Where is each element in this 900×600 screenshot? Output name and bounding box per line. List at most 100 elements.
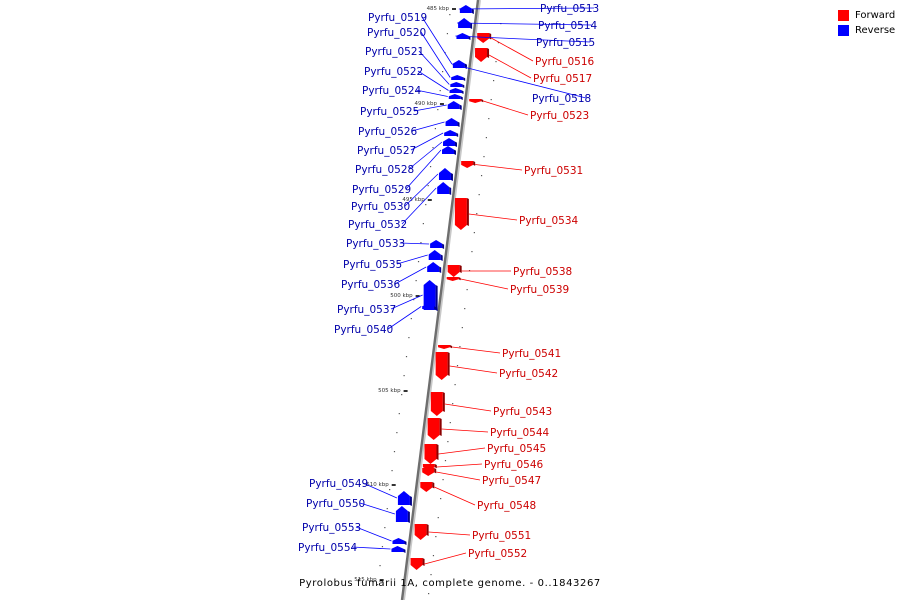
gene-label[interactable]: Pyrfu_0532 [348, 219, 407, 231]
gene-label[interactable]: Pyrfu_0519 [368, 12, 427, 24]
gene-pyrfu-0541[interactable] [438, 345, 451, 349]
gene-pyrfu-0550[interactable] [395, 506, 408, 522]
gene-shadow [458, 277, 461, 281]
gene-pyrfu-0526[interactable] [445, 118, 458, 126]
gene-shadow [455, 141, 458, 147]
gene-leader-line [420, 31, 451, 78]
gene-shadow [459, 104, 462, 110]
minor-tick [432, 555, 435, 557]
gene-pyrfu-0539[interactable] [446, 277, 459, 281]
gene-pyrfu-0545[interactable] [424, 444, 437, 464]
gene-pyrfu-0529[interactable] [442, 146, 454, 154]
gene-pyrfu-0519[interactable] [452, 60, 465, 68]
gene-label[interactable]: Pyrfu_0517 [533, 73, 592, 85]
gene-shadow [487, 48, 490, 58]
gene-pyrfu-0522[interactable] [449, 88, 462, 93]
gene-pyrfu-0530[interactable] [438, 168, 451, 180]
gene-label[interactable]: Pyrfu_0528 [355, 164, 414, 176]
gene-pyrfu-0551[interactable] [414, 524, 427, 540]
gene-label[interactable]: Pyrfu_0549 [309, 478, 368, 490]
gene-pyrfu-0531[interactable] [461, 161, 474, 168]
gene-pyrfu-0527[interactable] [444, 130, 457, 136]
gene-pyrfu-0544[interactable] [427, 418, 440, 440]
gene-pyrfu-0554[interactable] [391, 546, 404, 552]
gene-pyrfu-0543[interactable] [430, 392, 443, 416]
legend-swatch-forward [838, 10, 849, 21]
gene-label[interactable]: Pyrfu_0520 [367, 27, 426, 39]
gene-label[interactable]: Pyrfu_0546 [484, 459, 544, 471]
gene-label[interactable]: Pyrfu_0547 [482, 475, 541, 487]
minor-tick [405, 356, 408, 358]
minor-tick [410, 318, 412, 320]
minor-tick [478, 194, 480, 196]
gene-leader-line [396, 254, 428, 265]
gene-pyrfu-0532[interactable] [437, 182, 450, 194]
gene-label[interactable]: Pyrfu_0537 [337, 304, 396, 316]
gene-label[interactable]: Pyrfu_0529 [352, 184, 411, 196]
gene-label[interactable]: Pyrfu_0535 [343, 259, 402, 271]
gene-label[interactable]: Pyrfu_0513 [540, 3, 599, 15]
minor-tick [456, 365, 459, 367]
minor-tick [381, 546, 384, 548]
gene-pyrfu-0516[interactable] [477, 33, 490, 43]
gene-leader-line [359, 502, 396, 515]
gene-pyrfu-0534[interactable] [454, 198, 467, 230]
gene-label[interactable]: Pyrfu_0539 [510, 284, 569, 296]
gene-label[interactable]: Pyrfu_0544 [490, 427, 550, 439]
gene-label[interactable]: Pyrfu_0523 [530, 110, 589, 122]
gene-pyrfu-0521[interactable] [450, 82, 463, 87]
gene-pyrfu-0552[interactable] [410, 558, 423, 570]
legend-item-reverse: Reverse [838, 23, 895, 38]
gene-label[interactable]: Pyrfu_0536 [341, 279, 401, 291]
gene-shadow [464, 63, 467, 69]
gene-pyrfu-0537[interactable] [423, 280, 436, 310]
gene-label[interactable]: Pyrfu_0514 [538, 20, 598, 32]
gene-label[interactable]: Pyrfu_0545 [487, 443, 546, 455]
gene-label[interactable]: Pyrfu_0530 [351, 201, 410, 213]
gene-pyrfu-0528[interactable] [443, 138, 456, 146]
gene-pyrfu-0535[interactable] [428, 250, 441, 260]
gene-label[interactable]: Pyrfu_0540 [334, 324, 393, 336]
gene-pyrfu-0524[interactable] [448, 94, 461, 99]
gene-label[interactable]: Pyrfu_0524 [362, 85, 422, 97]
gene-pyrfu-0523[interactable] [469, 99, 482, 103]
gene-label[interactable]: Pyrfu_0543 [493, 406, 552, 418]
gene-pyrfu-0549[interactable] [397, 491, 410, 505]
gene-label[interactable]: Pyrfu_0552 [468, 548, 527, 560]
genome-backbone [400, 0, 481, 600]
gene-label[interactable]: Pyrfu_0521 [365, 46, 424, 58]
gene-leader-line [449, 365, 498, 374]
gene-pyrfu-0553[interactable] [392, 538, 405, 544]
gene-label[interactable]: Pyrfu_0515 [536, 37, 595, 49]
gene-pyrfu-0536[interactable] [427, 262, 440, 272]
gene-pyrfu-0542[interactable] [435, 352, 448, 380]
gene-label[interactable]: Pyrfu_0538 [513, 266, 572, 278]
gene-label[interactable]: Pyrfu_0531 [524, 165, 583, 177]
gene-label[interactable]: Pyrfu_0526 [358, 126, 418, 138]
gene-label[interactable]: Pyrfu_0548 [477, 500, 536, 512]
gene-shadow [442, 243, 445, 249]
gene-label[interactable]: Pyrfu_0534 [519, 215, 579, 227]
minor-tick [442, 71, 444, 73]
gene-pyrfu-0517[interactable] [475, 48, 488, 62]
gene-pyrfu-0548[interactable] [420, 482, 433, 492]
gene-label[interactable]: Pyrfu_0554 [298, 542, 358, 554]
gene-label[interactable]: Pyrfu_0553 [302, 522, 361, 534]
gene-label[interactable]: Pyrfu_0542 [499, 368, 558, 380]
gene-label[interactable]: Pyrfu_0550 [306, 498, 365, 510]
gene-pyrfu-0525[interactable] [447, 101, 460, 109]
gene-label[interactable]: Pyrfu_0533 [346, 238, 405, 250]
gene-label[interactable]: Pyrfu_0527 [357, 145, 416, 157]
gene-label[interactable]: Pyrfu_0541 [502, 348, 561, 360]
gene-label[interactable]: Pyrfu_0518 [532, 93, 591, 105]
gene-pyrfu-0533[interactable] [430, 240, 443, 248]
gene-label[interactable]: Pyrfu_0525 [360, 106, 419, 118]
gene-label[interactable]: Pyrfu_0522 [364, 66, 423, 78]
gene-pyrfu-0520[interactable] [451, 75, 464, 80]
gene-label[interactable]: Pyrfu_0551 [472, 530, 531, 542]
gene-pyrfu-0538[interactable] [447, 265, 460, 277]
gene-pyrfu-0540[interactable] [422, 304, 435, 309]
gene-leader-line [483, 100, 529, 116]
gene-pyrfu-0547[interactable] [422, 468, 435, 476]
gene-label[interactable]: Pyrfu_0516 [535, 56, 595, 68]
